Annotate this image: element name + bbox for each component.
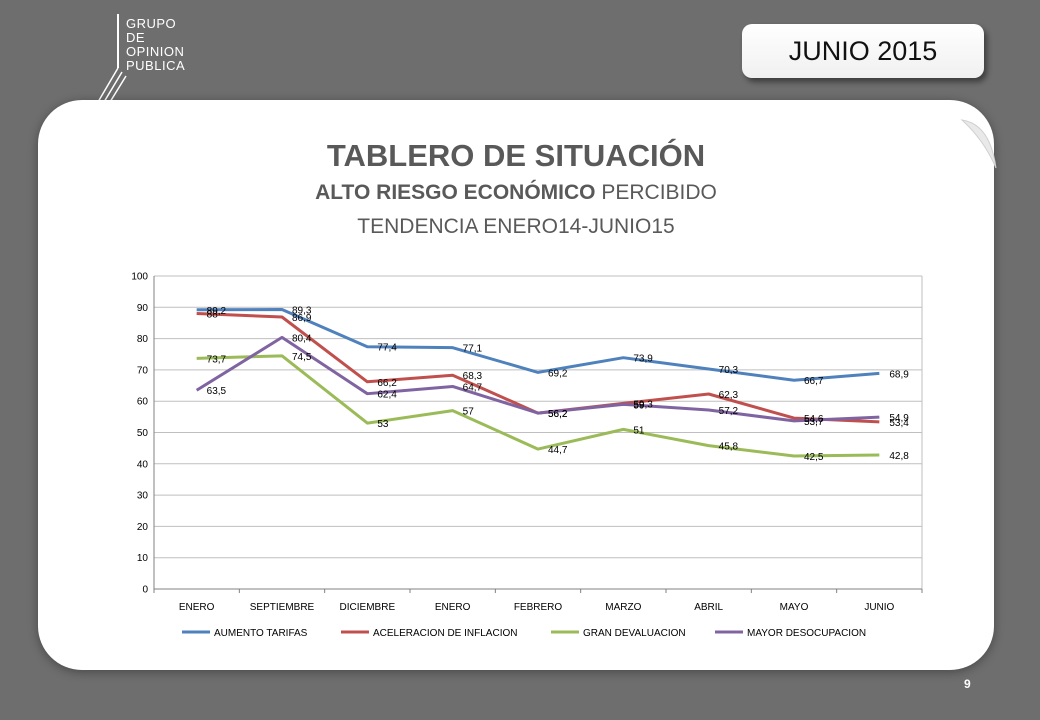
- data-label: 70,3: [719, 365, 739, 376]
- data-label: 68,9: [889, 369, 909, 380]
- legend-label: MAYOR DESOCUPACION: [747, 628, 866, 639]
- data-label: 74,5: [292, 352, 312, 363]
- data-label: 73,9: [633, 354, 653, 365]
- data-label: 59,3: [633, 399, 653, 410]
- data-label: 64,7: [463, 382, 483, 393]
- data-label: 57: [463, 407, 475, 418]
- data-label: 63,5: [207, 386, 227, 397]
- chart-trend-subtitle: TENDENCIA ENERO14-JUNIO15: [357, 215, 675, 238]
- series-line-1: [196, 307, 880, 382]
- y-tick-label: 20: [137, 522, 149, 533]
- y-tick-label: 10: [137, 553, 149, 564]
- logo-graphic: [97, 14, 127, 103]
- logo: GRUPO DE OPINION PUBLICA: [126, 17, 185, 73]
- data-label: 42,8: [889, 451, 909, 462]
- data-label: 68,3: [463, 371, 483, 382]
- series-line-4: [195, 335, 880, 423]
- data-label: 53,7: [804, 417, 824, 428]
- content-card: [38, 100, 994, 670]
- page-number: 9: [964, 677, 971, 691]
- y-tick-label: 40: [137, 459, 149, 470]
- date-badge: JUNIO 2015: [742, 24, 984, 78]
- x-tick-label: ABRIL: [694, 602, 723, 613]
- page-curl-decoration: [960, 119, 997, 169]
- y-tick-label: 0: [142, 585, 148, 596]
- logo-line-2: DE: [126, 30, 146, 45]
- data-label: 42,5: [804, 452, 824, 463]
- data-label: 54,9: [889, 413, 909, 424]
- data-label: 77,1: [463, 344, 483, 355]
- series-line-3: [196, 354, 880, 458]
- x-tick-label: ENERO: [435, 602, 471, 613]
- y-tick-label: 60: [137, 397, 149, 408]
- data-label: 89,3: [292, 305, 312, 316]
- legend-label: GRAN DEVALUACION: [583, 628, 686, 639]
- y-tick-label: 100: [131, 272, 148, 283]
- logo-line-1: GRUPO: [126, 16, 177, 31]
- data-label: 45,8: [719, 442, 739, 453]
- y-tick-label: 30: [137, 491, 149, 502]
- data-label: 88: [207, 310, 219, 321]
- x-tick-label: DICIEMBRE: [340, 602, 396, 613]
- data-label: 56,2: [548, 409, 568, 420]
- subtitle-rest: PERCIBIDO: [595, 181, 717, 204]
- y-tick-label: 80: [137, 334, 149, 345]
- data-label: 51: [633, 425, 645, 436]
- legend-label: ACELERACION DE INFLACION: [373, 628, 517, 639]
- data-label: 44,7: [548, 445, 568, 456]
- x-tick-label: MAYO: [780, 602, 809, 613]
- data-label: 57,2: [719, 406, 739, 417]
- y-tick-label: 70: [137, 365, 149, 376]
- y-tick-label: 90: [137, 303, 149, 314]
- line-chart-svg: 0 10 20 30 40 50 60 70 80 90 100 ENERO SEPTIEMBRE DIC…: [131, 272, 923, 639]
- chart-subtitle: ALTO RIESGO ECONÓMICO PERCIBIDO: [38, 178, 994, 208]
- y-tick-label: 50: [137, 428, 149, 439]
- chart-title: TABLERO DE SITUACIÓN: [326, 138, 706, 173]
- data-label: 69,2: [548, 368, 568, 379]
- data-label: 53: [377, 419, 389, 430]
- subtitle-bold: ALTO RIESGO ECONÓMICO: [315, 181, 596, 204]
- data-label: 89,2: [207, 306, 227, 317]
- data-label: 77,4: [377, 343, 397, 354]
- data-label: 80,4: [292, 333, 312, 344]
- x-tick-label: JUNIO: [864, 602, 894, 613]
- line-chart: 0 10 20 30 40 50 60 70 80 90 100 ENERO SEPTIEMBRE DIC…: [110, 262, 940, 654]
- legend-label: AUMENTO TARIFAS: [214, 628, 308, 639]
- x-tick-label: ENERO: [179, 602, 215, 613]
- data-label: 62,4: [377, 390, 397, 401]
- logo-line-3: OPINION: [126, 44, 185, 59]
- logo-line-4: PUBLICA: [126, 58, 186, 73]
- x-tick-label: FEBRERO: [514, 602, 563, 613]
- x-tick-label: SEPTIEMBRE: [250, 602, 315, 613]
- data-label: 59: [633, 400, 645, 411]
- data-label: 56,2: [548, 409, 568, 420]
- data-label: 53,4: [889, 418, 909, 429]
- data-label: 66,2: [377, 378, 397, 389]
- data-label: 73,7: [207, 354, 227, 365]
- data-label: 66,7: [804, 376, 824, 387]
- data-label: 86,9: [292, 313, 312, 324]
- x-tick-label: MARZO: [605, 602, 641, 613]
- title-block: TABLERO DE SITUACIÓN ALTO RIESGO ECONÓMI…: [38, 136, 994, 242]
- data-label: 62,3: [719, 390, 739, 401]
- data-label: 54,6: [804, 414, 824, 425]
